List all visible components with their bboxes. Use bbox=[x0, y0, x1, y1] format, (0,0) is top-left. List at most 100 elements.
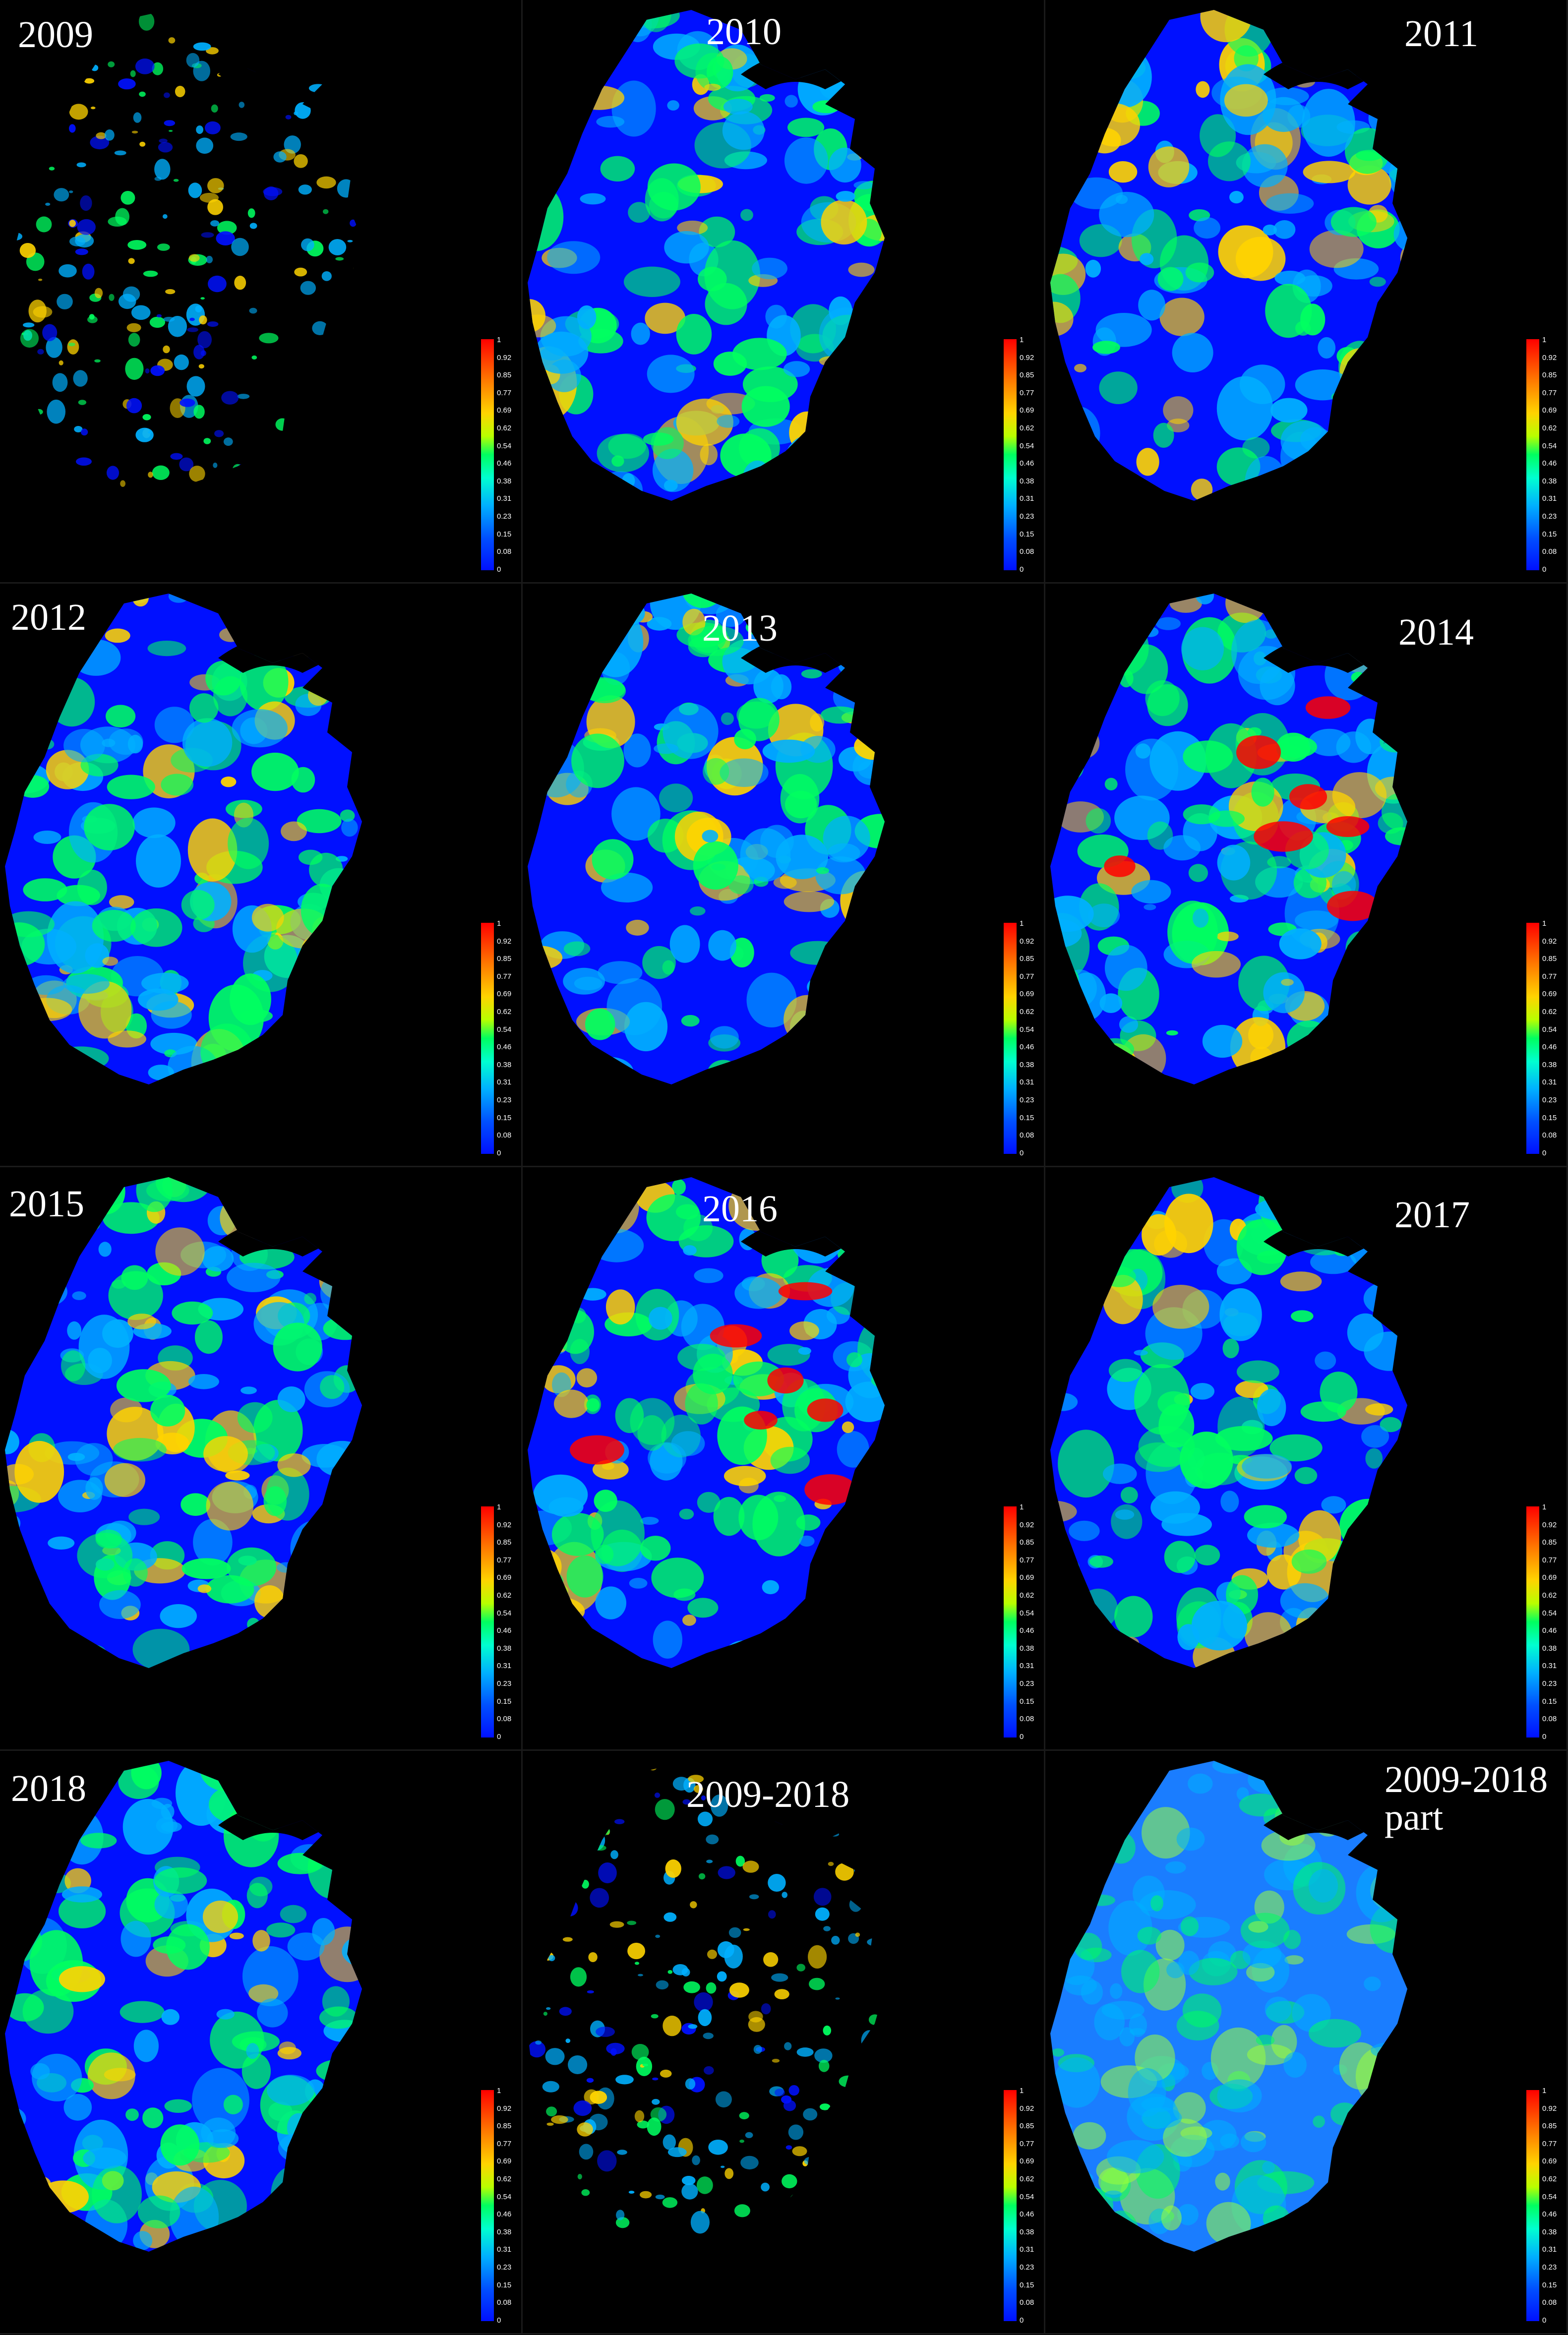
intensity-patch bbox=[157, 243, 170, 251]
intensity-patch bbox=[798, 1347, 811, 1355]
intensity-patch bbox=[637, 2120, 649, 2129]
intensity-patch bbox=[548, 1955, 555, 1962]
intensity-patch bbox=[1050, 961, 1066, 977]
intensity-patch bbox=[637, 1415, 666, 1451]
intensity-patch bbox=[828, 1861, 834, 1866]
intensity-patch bbox=[1061, 1210, 1110, 1261]
intensity-patch bbox=[728, 1927, 741, 1938]
legend-tick-label: 0.69 bbox=[1020, 990, 1034, 999]
intensity-patch bbox=[881, 1859, 885, 1881]
legend-tick-label: 0.08 bbox=[497, 2298, 512, 2307]
intensity-patch bbox=[182, 718, 233, 767]
intensity-patch bbox=[663, 2134, 676, 2150]
legend-tick-label: 0.38 bbox=[497, 1060, 512, 1069]
province-map bbox=[5, 1761, 362, 2252]
intensity-patch bbox=[1263, 224, 1277, 236]
intensity-patch bbox=[586, 2078, 594, 2083]
legend-tick-label: 0.15 bbox=[1542, 1113, 1557, 1122]
intensity-patch bbox=[344, 723, 356, 731]
intensity-patch bbox=[47, 399, 65, 424]
intensity-patch bbox=[1088, 903, 1120, 927]
intensity-patch bbox=[180, 398, 195, 407]
legend-tick-label: 0.77 bbox=[497, 1556, 512, 1564]
intensity-patch bbox=[128, 1508, 160, 1525]
hotspot-patch bbox=[1104, 855, 1136, 877]
intensity-patch bbox=[1284, 1955, 1304, 1965]
intensity-patch bbox=[723, 99, 753, 115]
intensity-patch bbox=[774, 1989, 789, 1999]
intensity-patch bbox=[651, 2014, 659, 2019]
intensity-patch bbox=[885, 2111, 898, 2122]
intensity-patch bbox=[249, 307, 257, 314]
legend-tick-label: 0.23 bbox=[1020, 2263, 1034, 2272]
intensity-patch bbox=[5, 1051, 22, 1081]
intensity-patch bbox=[648, 1761, 658, 1771]
legend-tick-label: 0.85 bbox=[1542, 371, 1557, 380]
intensity-patch bbox=[108, 1271, 163, 1320]
panel-year-label: 2009 bbox=[18, 14, 93, 56]
intensity-patch bbox=[693, 841, 738, 890]
intensity-patch bbox=[1244, 1612, 1292, 1657]
intensity-patch bbox=[867, 1776, 876, 1787]
intensity-patch bbox=[646, 1194, 701, 1242]
intensity-patch bbox=[842, 1421, 854, 1433]
intensity-patch bbox=[148, 431, 152, 434]
intensity-patch bbox=[713, 352, 747, 376]
intensity-patch bbox=[647, 819, 684, 853]
intensity-patch bbox=[356, 197, 362, 208]
intensity-patch bbox=[353, 60, 362, 70]
intensity-patch bbox=[1313, 2115, 1325, 2128]
legend-tick-label: 1 bbox=[1020, 1503, 1024, 1511]
legend-tick-label: 0.38 bbox=[1542, 1060, 1557, 1069]
intensity-patch bbox=[275, 418, 290, 431]
intensity-patch bbox=[1291, 1310, 1314, 1322]
map-panel-2017: 2017 1 0.92 0.85 0.77 0.69 0.62 0.54 0.46 0.38 0.3… bbox=[1045, 1167, 1568, 1751]
intensity-patch bbox=[835, 1997, 840, 2000]
intensity-patch bbox=[1188, 1773, 1213, 1794]
legend-tick-label: 0 bbox=[1020, 1148, 1024, 1157]
legend-color-bar bbox=[481, 339, 494, 570]
intensity-patch bbox=[1069, 1179, 1123, 1247]
intensity-patch bbox=[528, 1902, 535, 1909]
intensity-patch bbox=[1277, 736, 1317, 758]
intensity-patch bbox=[673, 1588, 696, 1601]
intensity-patch bbox=[1050, 2210, 1083, 2252]
intensity-patch bbox=[595, 1544, 614, 1564]
intensity-patch bbox=[831, 1936, 840, 1945]
legend-tick-label: 0 bbox=[497, 1148, 501, 1157]
legend-tick-label: 0.54 bbox=[1020, 1609, 1034, 1617]
intensity-patch bbox=[694, 1992, 713, 2012]
map-panel-2009-2018: 2009-2018 1 0.92 0.85 0.77 0.69 0.62 0.54 0.46 0.… bbox=[523, 1751, 1045, 2335]
intensity-patch bbox=[706, 56, 733, 89]
intensity-patch bbox=[1347, 165, 1391, 205]
intensity-patch bbox=[878, 2134, 885, 2153]
intensity-patch bbox=[761, 2182, 770, 2192]
intensity-patch bbox=[585, 1771, 597, 1784]
legend-tick-label: 0.46 bbox=[497, 1626, 512, 1635]
legend-tick-label: 0.08 bbox=[1020, 547, 1034, 556]
intensity-patch bbox=[333, 1775, 346, 1789]
intensity-patch bbox=[168, 37, 176, 44]
legend-tick-label: 0 bbox=[1020, 565, 1024, 574]
legend-color-bar bbox=[1526, 923, 1539, 1154]
intensity-patch bbox=[790, 941, 845, 965]
intensity-patch bbox=[528, 1581, 569, 1600]
intensity-patch bbox=[1387, 1242, 1407, 1297]
intensity-patch bbox=[335, 2082, 356, 2107]
legend-tick-label: 0 bbox=[1542, 1148, 1547, 1157]
intensity-patch bbox=[867, 1901, 872, 1904]
intensity-patch bbox=[21, 1823, 33, 1829]
intensity-patch bbox=[1329, 2211, 1375, 2233]
hotspot-patch bbox=[804, 1474, 856, 1505]
intensity-patch bbox=[1062, 2196, 1084, 2212]
intensity-patch bbox=[885, 1940, 898, 1951]
intensity-patch bbox=[1375, 352, 1407, 370]
intensity-patch bbox=[261, 1619, 292, 1654]
legend-tick-label: 0.23 bbox=[497, 512, 512, 521]
intensity-patch bbox=[1101, 2001, 1145, 2020]
intensity-patch bbox=[251, 752, 299, 791]
intensity-patch bbox=[590, 2091, 607, 2104]
intensity-patch bbox=[199, 315, 207, 325]
intensity-patch bbox=[637, 1761, 652, 1764]
intensity-patch bbox=[628, 2191, 635, 2194]
